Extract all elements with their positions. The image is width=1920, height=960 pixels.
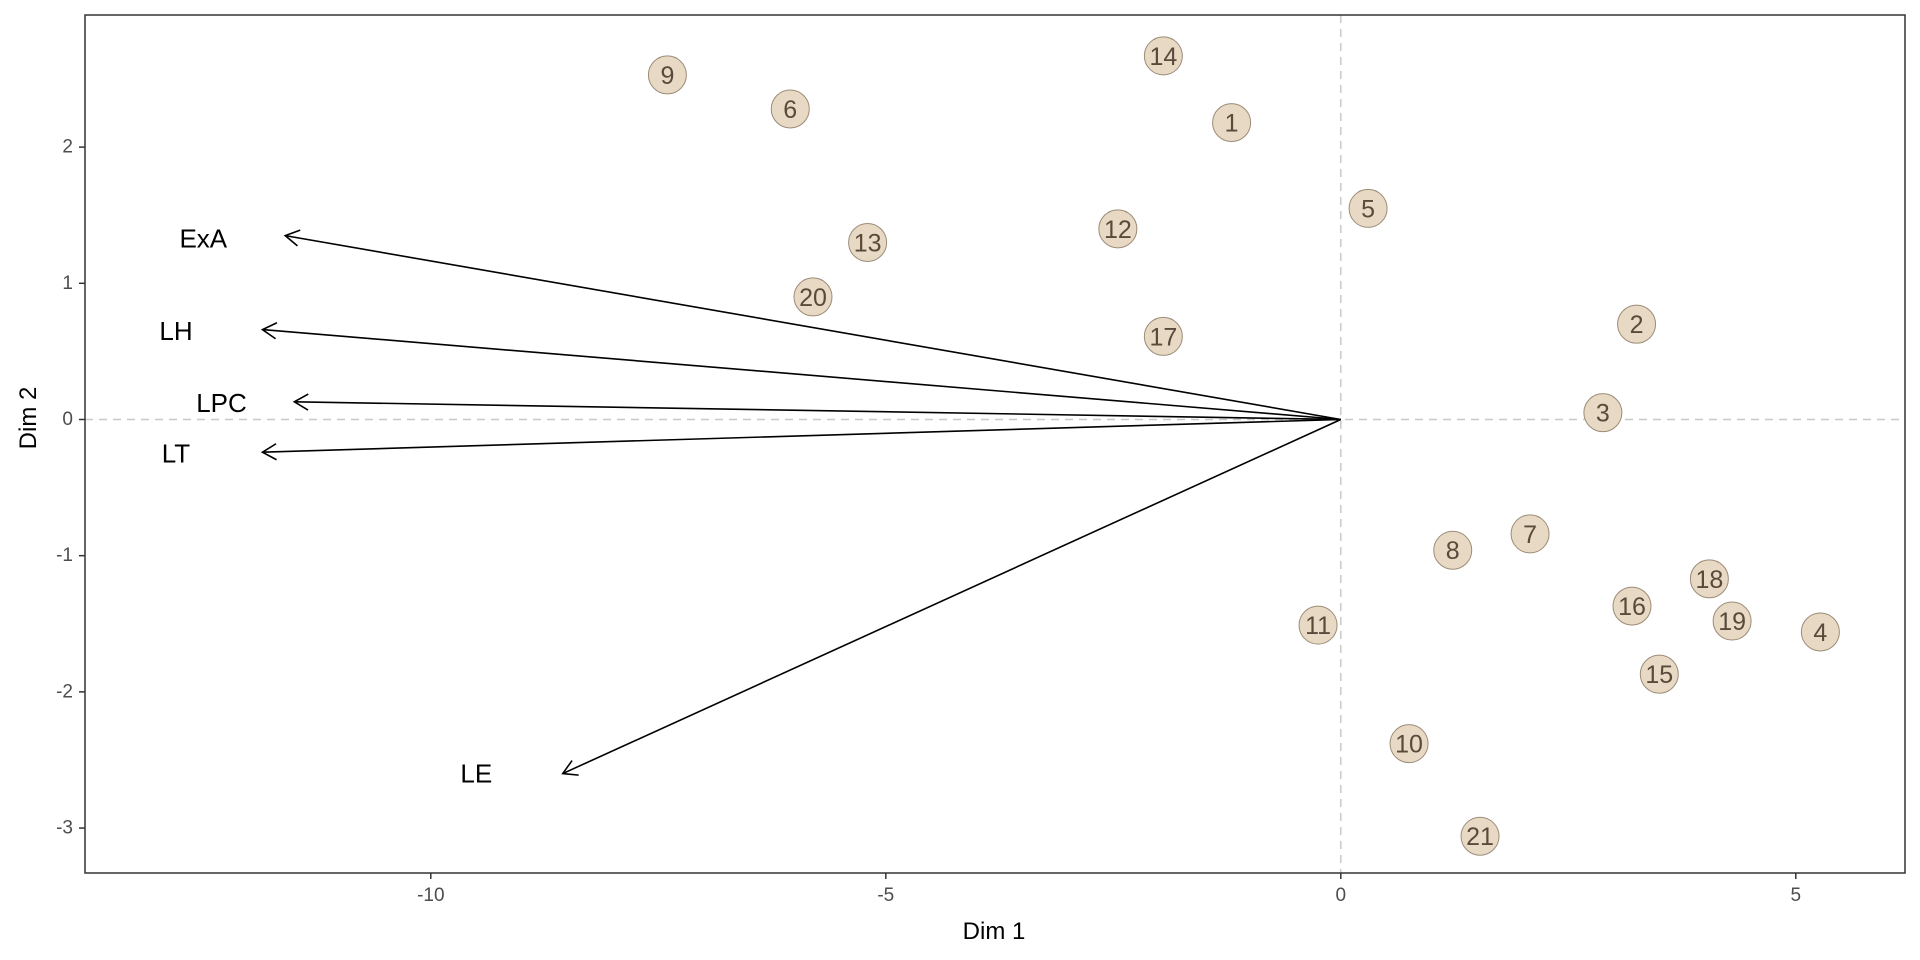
point-label: 15 <box>1645 661 1673 689</box>
data-point: 5 <box>1348 188 1388 228</box>
y-tick-label: 1 <box>62 273 73 294</box>
point-label: 14 <box>1149 43 1177 71</box>
point-label: 17 <box>1149 323 1177 351</box>
data-point: 17 <box>1143 316 1183 356</box>
vector-arrow-exa <box>285 234 1341 421</box>
vector-arrow-le <box>562 418 1342 775</box>
y-axis-title: Dim 2 <box>15 387 42 450</box>
vector-arrow-lh <box>262 328 1341 421</box>
data-point: 19 <box>1712 601 1752 641</box>
point-marker <box>1689 559 1729 599</box>
vector-arrow-lt <box>262 418 1341 453</box>
vector-label-lh: LH <box>159 316 192 346</box>
point-label: 20 <box>799 284 827 312</box>
data-point: 14 <box>1143 36 1183 76</box>
vector-arrowhead-lh <box>260 322 278 340</box>
point-label: 6 <box>783 96 797 124</box>
data-point: 16 <box>1612 586 1652 626</box>
point-label: 9 <box>660 62 674 90</box>
data-point: 15 <box>1639 654 1679 694</box>
point-marker <box>1212 103 1252 143</box>
point-marker <box>848 222 888 262</box>
y-tick-label: -1 <box>56 545 73 566</box>
y-tick-label: 0 <box>62 409 73 430</box>
point-label: 12 <box>1104 216 1132 244</box>
vector-label-le: LE <box>460 759 492 789</box>
data-point: 18 <box>1689 559 1729 599</box>
data-point: 13 <box>848 222 888 262</box>
vector-arrow-lpc <box>294 400 1341 421</box>
point-marker <box>1800 612 1840 652</box>
x-tick-label: -10 <box>417 885 444 906</box>
panel-border <box>84 14 1906 874</box>
x-tick-label: 5 <box>1791 885 1802 906</box>
point-label: 1 <box>1225 110 1239 138</box>
point-label: 3 <box>1596 400 1610 428</box>
point-marker <box>1639 654 1679 694</box>
data-point: 9 <box>647 55 687 95</box>
point-label: 18 <box>1695 566 1723 594</box>
data-point: 10 <box>1389 724 1429 764</box>
vector-label-lpc: LPC <box>196 388 247 418</box>
data-point: 2 <box>1617 304 1657 344</box>
point-label: 11 <box>1305 612 1331 640</box>
point-marker <box>1617 304 1657 344</box>
x-axis-title: Dim 1 <box>963 918 1026 945</box>
vector-arrowhead-lpc <box>292 393 309 411</box>
y-tick-label: -3 <box>56 818 73 839</box>
data-point: 6 <box>770 89 810 129</box>
vector-label-exa: ExA <box>179 223 227 253</box>
point-marker <box>1143 36 1183 76</box>
point-label: 8 <box>1446 537 1460 565</box>
point-label: 16 <box>1618 593 1646 621</box>
point-label: 19 <box>1718 608 1746 636</box>
point-marker <box>793 277 833 317</box>
point-label: 13 <box>854 229 882 257</box>
point-marker <box>1583 393 1623 433</box>
point-marker <box>647 55 687 95</box>
point-marker <box>1460 816 1500 856</box>
y-tick-label: -2 <box>56 681 73 702</box>
data-point: 1 <box>1212 103 1252 143</box>
point-label: 2 <box>1630 311 1644 339</box>
point-marker <box>1510 514 1550 554</box>
point-marker <box>770 89 810 129</box>
data-point: 21 <box>1460 816 1500 856</box>
point-marker <box>1389 724 1429 764</box>
data-point: 11 <box>1298 605 1338 645</box>
y-tick-label: 2 <box>62 137 73 158</box>
point-marker <box>1612 586 1652 626</box>
vector-arrowhead-le <box>561 760 579 776</box>
data-point: 3 <box>1583 393 1623 433</box>
reference-lines <box>85 15 1905 873</box>
data-point: 20 <box>793 277 833 317</box>
point-label: 5 <box>1361 195 1375 223</box>
point-marker <box>1098 209 1138 249</box>
point-marker <box>1298 605 1338 645</box>
x-tick-label: 0 <box>1336 885 1347 906</box>
point-marker <box>1348 188 1388 228</box>
vector-label-lt: LT <box>162 439 191 469</box>
point-label: 4 <box>1813 619 1827 647</box>
point-label: 10 <box>1395 731 1423 759</box>
x-tick-label: -5 <box>877 885 894 906</box>
point-marker <box>1433 530 1473 570</box>
point-marker <box>1712 601 1752 641</box>
data-point: 8 <box>1433 530 1473 570</box>
data-point: 7 <box>1510 514 1550 554</box>
point-label: 21 <box>1466 823 1494 851</box>
vector-arrowhead-lt <box>260 443 277 461</box>
data-point: 4 <box>1800 612 1840 652</box>
point-label: 7 <box>1523 521 1537 549</box>
data-point: 12 <box>1098 209 1138 249</box>
point-marker <box>1143 316 1183 356</box>
vector-arrowhead-exa <box>283 229 301 247</box>
